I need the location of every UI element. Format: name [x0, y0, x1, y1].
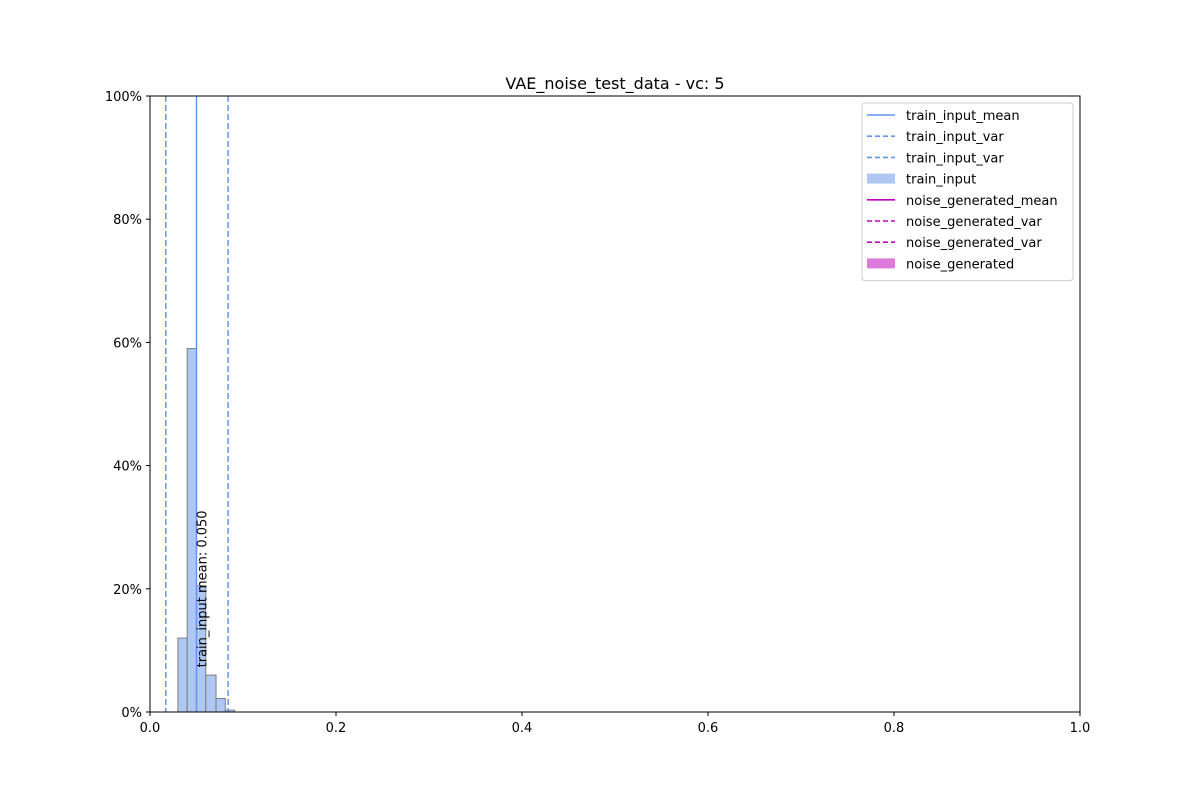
x-tick-label: 0.6 [698, 721, 719, 736]
y-tick-label: 20% [113, 583, 142, 598]
legend-patch-swatch [867, 258, 895, 269]
x-tick-label: 1.0 [1070, 721, 1091, 736]
legend-label: noise_generated_var [906, 215, 1042, 230]
x-tick-label: 0.4 [512, 721, 533, 736]
legend: train_input_mean train_input_var train_inp… [861, 102, 1074, 282]
y-tick-label: 0% [121, 706, 142, 721]
x-tick-label: 0.0 [140, 721, 161, 736]
plot-area-frame [149, 95, 1081, 713]
x-axis: 0.0 0.2 0.4 0.6 0.8 1.0 [140, 712, 1091, 736]
legend-label: train_input_var [906, 130, 1004, 145]
legend-label: noise_generated_var [906, 236, 1042, 251]
y-tick-label: 100% [105, 90, 142, 105]
x-tick-label: 0.2 [326, 721, 347, 736]
legend-label: noise_generated_mean [906, 194, 1058, 209]
histogram-bar [177, 637, 188, 713]
y-axis: 0% 20% 40% 60% 80% 100% [105, 90, 150, 721]
y-tick-label: 80% [113, 213, 142, 228]
legend-box [861, 102, 1074, 282]
legend-label: train_input_mean [906, 109, 1020, 124]
vertical-reference-lines [165, 96, 229, 712]
legend-label: train_input_var [906, 151, 1004, 166]
legend-label: train_input [906, 173, 976, 188]
y-tick-label: 40% [113, 460, 142, 475]
annotations: train_input mean: 0.050 [196, 510, 211, 667]
histogram-bar [205, 674, 217, 713]
chart-title: VAE_noise_test_data - vc: 5 [505, 74, 724, 94]
x-tick-label: 0.8 [884, 721, 905, 736]
legend-patch-swatch [867, 173, 895, 184]
mean-annotation: train_input mean: 0.050 [196, 510, 211, 667]
histogram-bar [215, 697, 226, 713]
y-tick-label: 60% [113, 336, 142, 351]
legend-label: noise_generated [906, 257, 1014, 272]
